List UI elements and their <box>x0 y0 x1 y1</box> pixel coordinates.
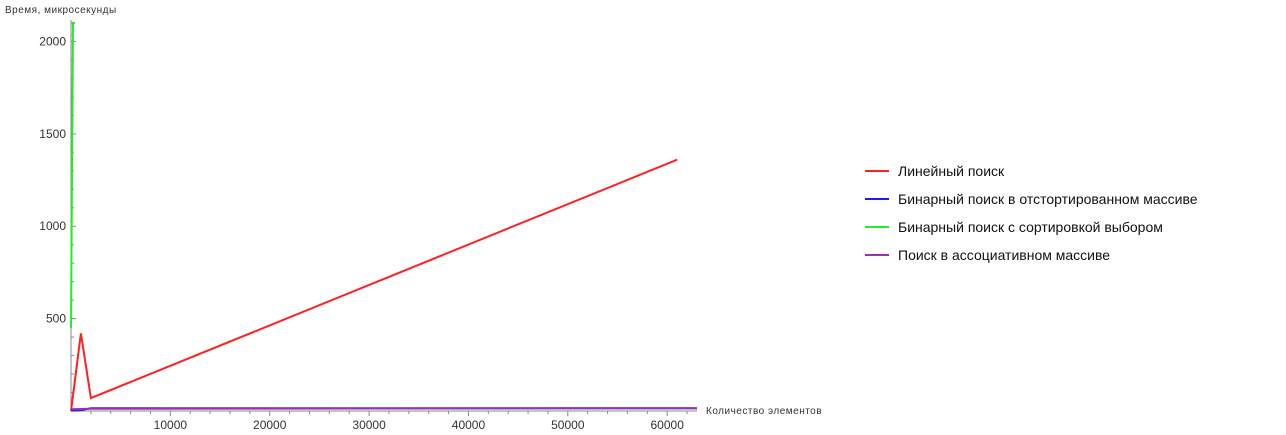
y-axis-label: Время, микросекунды <box>5 5 117 16</box>
y-tick-label: 2000 <box>39 34 66 48</box>
legend-label: Бинарный поиск с сортировкой выбором <box>898 219 1163 235</box>
legend-label: Линейный поиск <box>898 163 1005 179</box>
y-tick-label: 1500 <box>39 127 66 141</box>
x-tick-label: 20000 <box>253 418 287 432</box>
legend: Линейный поиск Бинарный поиск в отстортир… <box>865 163 1198 263</box>
x-tick-label: 50000 <box>551 418 585 432</box>
x-tick-label: 60000 <box>651 418 685 432</box>
series-line-3 <box>70 22 75 328</box>
x-tick-label: 10000 <box>154 418 188 432</box>
legend-label: Бинарный поиск в отстортированном массив… <box>898 191 1198 207</box>
x-tick-label: 30000 <box>352 418 386 432</box>
y-tick-label: 500 <box>46 312 66 326</box>
series-line-4 <box>70 407 698 411</box>
legend-label: Поиск в ассоциативном массиве <box>898 247 1110 263</box>
series-line-1 <box>70 158 678 412</box>
series-layer <box>70 22 698 412</box>
axes: 10000 20000 30000 40000 50000 60000 500 1000 150… <box>39 20 697 432</box>
y-tick-label: 1000 <box>39 219 66 233</box>
x-axis-label: Количество элементов <box>706 406 822 417</box>
x-tick-label: 40000 <box>452 418 486 432</box>
